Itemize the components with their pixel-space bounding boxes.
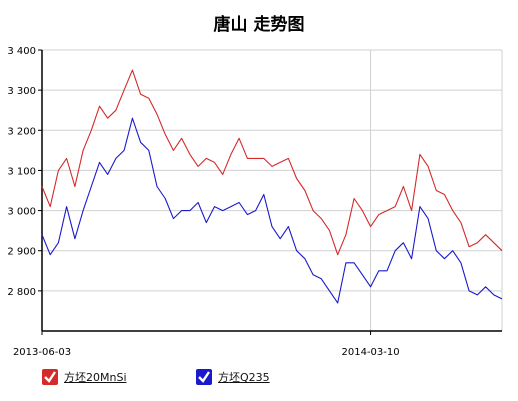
y-tick-label: 2 900 <box>7 247 36 258</box>
y-tick-label: 3 000 <box>7 207 36 218</box>
legend-item-q235[interactable]: 方坯Q235 <box>196 369 270 385</box>
y-tick-label: 2 800 <box>7 287 36 298</box>
checkbox-checked-icon[interactable] <box>196 369 212 385</box>
x-tick-label: 2014-03-10 <box>342 347 400 358</box>
legend-label[interactable]: 方坯Q235 <box>218 371 270 384</box>
x-tick-label: 2013-06-03 <box>13 347 71 358</box>
legend-item-20mnsi[interactable]: 方坯20MnSi <box>42 369 127 385</box>
y-tick-label: 3 200 <box>7 126 36 137</box>
series-line-0 <box>41 69 503 256</box>
x-tick-labels: 2013-06-03 2014-03-10 <box>13 347 400 358</box>
y-tick-label: 3 100 <box>7 166 36 177</box>
checkbox-checked-icon[interactable] <box>42 369 58 385</box>
series-lines <box>41 69 503 304</box>
y-tick-label: 3 300 <box>7 86 36 97</box>
chart-title: 唐山 走势图 <box>213 15 305 35</box>
y-tick-label: 3 400 <box>7 46 36 57</box>
y-tick-labels: 3 400 3 300 3 200 3 100 3 000 2 900 2 800 <box>7 46 36 298</box>
axes <box>38 49 502 335</box>
series-line-1 <box>41 117 503 304</box>
grid <box>41 49 503 331</box>
legend-label[interactable]: 方坯20MnSi <box>64 371 127 384</box>
